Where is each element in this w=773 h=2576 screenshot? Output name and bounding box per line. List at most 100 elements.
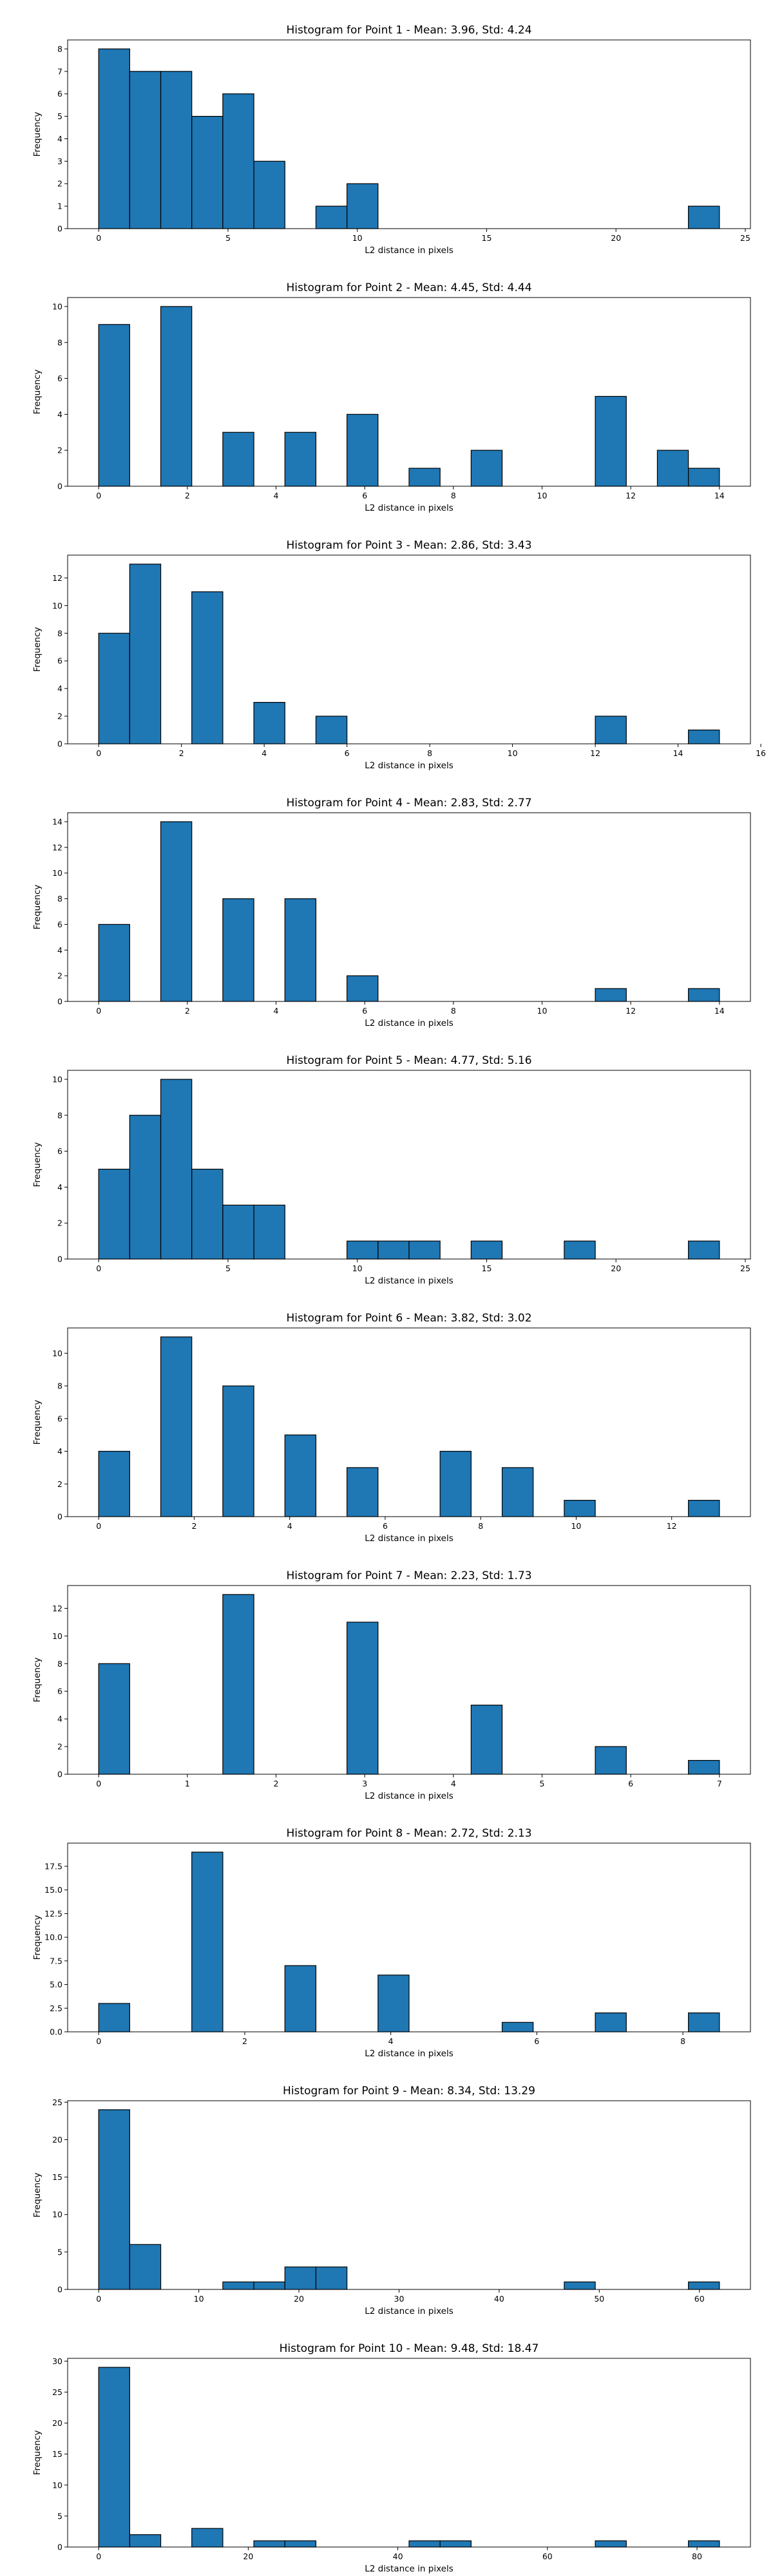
y-tick-label: 8 bbox=[57, 1381, 62, 1391]
x-tick-label: 25 bbox=[740, 1264, 750, 1273]
histogram-bar bbox=[191, 1168, 224, 1260]
histogram-bar bbox=[408, 2540, 441, 2548]
y-tick-label: 0 bbox=[57, 224, 62, 234]
histogram-panel-8: Histogram for Point 8 - Mean: 2.72, Std:… bbox=[32, 1827, 751, 2059]
chart-title: Histogram for Point 7 - Mean: 2.23, Std:… bbox=[286, 1569, 531, 1582]
x-tick-label: 20 bbox=[243, 2552, 253, 2561]
x-tick-label: 0 bbox=[96, 491, 101, 500]
y-tick-label: 10 bbox=[52, 868, 62, 878]
histogram-bar bbox=[253, 702, 285, 744]
histogram-bar bbox=[347, 1240, 379, 1260]
y-tick-label: 8 bbox=[57, 629, 62, 638]
y-tick-label: 0 bbox=[57, 2543, 62, 2552]
y-tick-label: 6 bbox=[57, 1146, 62, 1156]
x-tick-label: 16 bbox=[756, 748, 766, 758]
histogram-bar bbox=[253, 160, 285, 229]
histogram-bar bbox=[501, 1467, 534, 1517]
histogram-bar bbox=[688, 1240, 720, 1260]
histogram-bar bbox=[688, 2281, 720, 2290]
y-tick-label: 6 bbox=[57, 656, 62, 666]
x-tick-label: 40 bbox=[393, 2552, 403, 2561]
x-tick-label: 25 bbox=[740, 233, 750, 243]
y-tick-label: 2.5 bbox=[50, 2003, 62, 2013]
histogram-bar bbox=[564, 1240, 596, 1260]
chart-title: Histogram for Point 1 - Mean: 3.96, Std:… bbox=[286, 24, 531, 37]
x-tick-label: 10 bbox=[352, 1264, 363, 1273]
y-tick-label: 8 bbox=[57, 1659, 62, 1669]
histogram-bar bbox=[470, 1705, 503, 1775]
histogram-bar bbox=[222, 898, 254, 1002]
x-tick-label: 5 bbox=[225, 233, 231, 243]
x-tick-label: 0 bbox=[96, 748, 101, 758]
histogram-bar bbox=[284, 1965, 317, 2032]
histogram-bar bbox=[191, 115, 224, 229]
y-axis-label: Frequency bbox=[32, 2173, 43, 2218]
x-tick-label: 4 bbox=[287, 1521, 292, 1531]
axes-frame bbox=[67, 39, 751, 229]
x-tick-label: 14 bbox=[714, 1006, 725, 1016]
x-tick-label: 6 bbox=[345, 748, 350, 758]
chart-title: Histogram for Point 2 - Mean: 4.45, Std:… bbox=[286, 281, 531, 294]
histogram-bar bbox=[191, 1852, 224, 2032]
y-tick-label: 25 bbox=[52, 2387, 62, 2397]
y-tick-label: 8 bbox=[57, 337, 62, 347]
x-tick-label: 12 bbox=[590, 748, 600, 758]
histogram-bar bbox=[564, 2281, 596, 2290]
histogram-bar bbox=[160, 821, 193, 1002]
x-tick-label: 6 bbox=[362, 491, 367, 500]
histogram-bar bbox=[439, 1450, 472, 1517]
y-tick-label: 10 bbox=[52, 2480, 62, 2490]
chart-title: Histogram for Point 6 - Mean: 3.82, Std:… bbox=[286, 1312, 531, 1325]
y-tick-label: 8 bbox=[57, 44, 62, 53]
axes-frame bbox=[67, 1585, 751, 1775]
histogram-bar bbox=[408, 1240, 441, 1260]
histogram-bar bbox=[595, 715, 627, 744]
y-tick-label: 5 bbox=[57, 111, 62, 121]
y-tick-label: 25 bbox=[52, 2098, 62, 2107]
x-tick-label: 1 bbox=[185, 1779, 190, 1788]
histogram-bar bbox=[688, 1500, 720, 1517]
histogram-bar bbox=[501, 2022, 534, 2032]
y-tick-label: 0 bbox=[57, 1770, 62, 1779]
x-tick-label: 10 bbox=[352, 233, 363, 243]
histogram-panel-5: Histogram for Point 5 - Mean: 4.77, Std:… bbox=[32, 1054, 751, 1286]
y-tick-label: 10 bbox=[52, 301, 62, 311]
histogram-bar bbox=[688, 468, 720, 487]
x-tick-label: 4 bbox=[451, 1779, 456, 1788]
histogram-bar bbox=[191, 591, 224, 744]
x-tick-label: 2 bbox=[274, 1779, 279, 1788]
histogram-bar bbox=[129, 2534, 162, 2548]
chart-title: Histogram for Point 5 - Mean: 4.77, Std:… bbox=[286, 1054, 531, 1067]
histogram-bar bbox=[160, 1336, 193, 1517]
histogram-bar bbox=[564, 1500, 596, 1517]
histogram-bar bbox=[129, 564, 162, 744]
x-tick-label: 2 bbox=[242, 2036, 247, 2046]
histogram-bar bbox=[222, 1204, 254, 1260]
histogram-bar bbox=[347, 1467, 379, 1517]
y-tick-label: 4 bbox=[57, 1446, 62, 1456]
histogram-bar bbox=[470, 450, 503, 487]
histogram-bar bbox=[595, 1746, 627, 1775]
histogram-bar bbox=[98, 48, 130, 229]
histogram-bar bbox=[253, 2540, 285, 2548]
x-tick-label: 8 bbox=[427, 748, 432, 758]
histogram-bar bbox=[688, 2012, 720, 2032]
histogram-bar bbox=[98, 632, 130, 744]
x-tick-label: 5 bbox=[225, 1264, 231, 1273]
x-tick-label: 0 bbox=[96, 2294, 101, 2304]
x-tick-label: 20 bbox=[611, 233, 621, 243]
x-axis-label: L2 distance in pixels bbox=[365, 1018, 453, 1028]
x-axis-label: L2 distance in pixels bbox=[365, 2564, 453, 2574]
y-tick-label: 2 bbox=[57, 1479, 62, 1489]
y-tick-label: 2 bbox=[57, 971, 62, 981]
x-tick-label: 20 bbox=[294, 2294, 304, 2304]
y-tick-label: 14 bbox=[52, 817, 62, 826]
chart-title: Histogram for Point 10 - Mean: 9.48, Std… bbox=[280, 2342, 539, 2355]
histogram-panel-3: Histogram for Point 3 - Mean: 2.86, Std:… bbox=[32, 539, 766, 771]
histogram-bar bbox=[377, 1240, 410, 1260]
histogram-panel-6: Histogram for Point 6 - Mean: 3.82, Std:… bbox=[32, 1312, 751, 1544]
histogram-bar bbox=[98, 2003, 130, 2032]
histogram-panel-1: Histogram for Point 1 - Mean: 3.96, Std:… bbox=[32, 24, 751, 256]
y-axis-label: Frequency bbox=[32, 885, 43, 930]
y-tick-label: 10 bbox=[52, 1631, 62, 1641]
